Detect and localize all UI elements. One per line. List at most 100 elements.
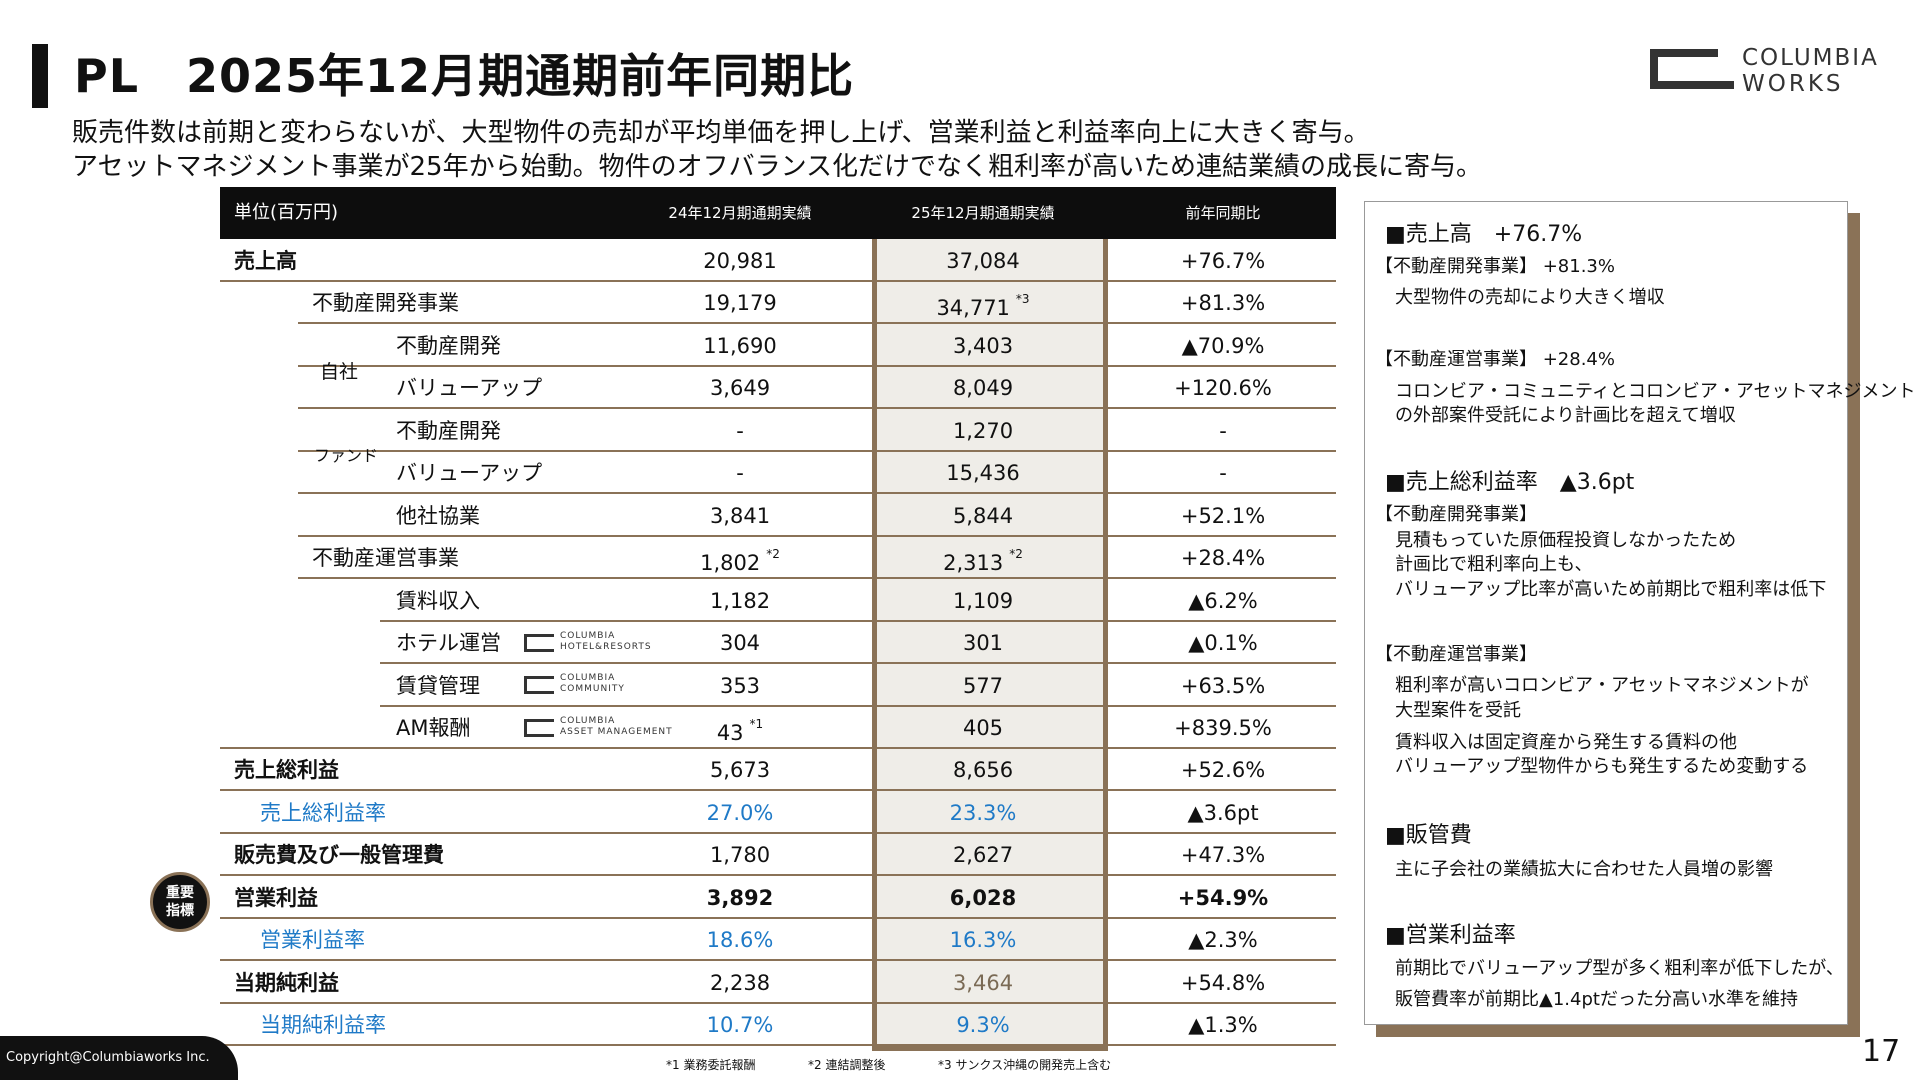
row-divider <box>298 492 1336 495</box>
panel-gpm-ops-text2: 大型案件を受託 <box>1395 700 1521 721</box>
row-divider <box>220 280 1336 282</box>
row-divider <box>220 1044 1336 1047</box>
cell-fy24: 1,780 <box>709 843 771 868</box>
cell-yoy: +54.8% <box>1180 970 1266 995</box>
mini-logo-mark-icon <box>524 676 554 694</box>
cell-fy25: 3,464 <box>952 970 1014 995</box>
panel-gpm-dev-text2: 計画比で粗利率向上も、 <box>1395 554 1593 575</box>
row-label: 不動産開発 <box>396 418 501 443</box>
cell-yoy: ▲1.3% <box>1188 1013 1258 1038</box>
cell-yoy: - <box>1219 461 1227 486</box>
subtitle-line-1: 販売件数は前期と変わらないが、大型物件の売却が平均単価を押し上げ、営業利益と利益… <box>72 118 1370 148</box>
cell-fy24: 19,179 <box>703 291 777 316</box>
kpi-badge-line2: 指標 <box>166 903 194 919</box>
panel-sga-heading: ■販管費 <box>1385 823 1472 848</box>
footnote-ref: *2 <box>766 547 780 562</box>
cell-yoy: +81.3% <box>1180 291 1266 316</box>
key-indicator-badge: 重要 指標 <box>150 872 210 932</box>
table-header: 単位(百万円) 24年12月期通期実績 25年12月期通期実績 前年同期比 <box>220 187 1336 239</box>
row-label: ホテル運営 <box>396 631 501 656</box>
logo-mark-icon <box>1650 49 1718 89</box>
cell-yoy: ▲0.1% <box>1188 631 1258 656</box>
table-row: AM報酬 43 *1 405 +839.5% <box>220 707 1336 749</box>
row-label: 不動産開発事業 <box>312 291 459 316</box>
row-label: 売上高 <box>234 249 297 273</box>
table-row: 当期純利益率 10.7% 9.3% ▲1.3% <box>220 1004 1336 1047</box>
footnote-ref: *2 <box>1009 547 1023 562</box>
mini-logo-mark-icon <box>524 634 554 652</box>
row-divider <box>298 449 1336 452</box>
table-row: バリューアップ - 15,436 - <box>220 452 1336 495</box>
footnote-1: *1 業務委託報酬 <box>666 1058 756 1072</box>
title-accent-bar <box>32 44 48 108</box>
cell-fy25: 23.3% <box>949 800 1017 825</box>
cell-yoy: +47.3% <box>1180 843 1266 868</box>
cell-yoy: ▲6.2% <box>1188 588 1258 613</box>
cell-fy24: 3,892 <box>706 885 774 910</box>
cell-fy25: 34,771 *3 <box>936 292 1030 321</box>
commentary-panel: ■売上高 +76.7% 【不動産開発事業】 +81.3% 大型物件の売却により大… <box>1364 201 1916 1025</box>
mini-logo-line1: COLUMBIA <box>560 631 616 641</box>
row-divider <box>380 662 1336 665</box>
row-divider <box>220 1001 1336 1004</box>
cell-fy25: 3,403 <box>952 333 1014 358</box>
row-label: 不動産開発 <box>396 333 501 358</box>
panel-opm-text1: 前期比でバリューアップ型が多く粗利率が低下したが、 <box>1395 958 1844 979</box>
cell-fy25: 16.3% <box>949 928 1017 953</box>
group-label-own: 自社 <box>320 361 359 383</box>
columbia-community-logo: COLUMBIA COMMUNITY <box>524 673 674 696</box>
cell-fy24: 304 <box>719 631 761 656</box>
table-row: 不動産開発 - 1,270 - <box>220 410 1336 452</box>
row-label: 営業利益 <box>234 885 318 910</box>
group-label-fund: ファンド <box>314 446 379 465</box>
mini-logo-line2: HOTEL&RESORTS <box>560 642 652 652</box>
cell-fy24: 353 <box>719 673 761 698</box>
table-row: 当期純利益 2,238 3,464 +54.8% <box>220 962 1336 1004</box>
footnote-2: *2 連結調整後 <box>808 1058 886 1072</box>
cell-fy25: 15,436 <box>946 461 1020 486</box>
row-divider <box>298 322 1336 325</box>
pl-table: 単位(百万円) 24年12月期通期実績 25年12月期通期実績 前年同期比 <box>220 187 1336 239</box>
cell-fy24: 3,841 <box>709 503 771 528</box>
cell-fy24: 5,673 <box>709 758 771 783</box>
cell-fy24: 2,238 <box>709 970 771 995</box>
cell-yoy: +52.1% <box>1180 503 1266 528</box>
columbia-asset-management-logo: COLUMBIA ASSET MANAGEMENT <box>524 716 674 739</box>
cell-fy25: 37,084 <box>946 249 1020 273</box>
cell-fy24: 3,649 <box>709 376 771 401</box>
table-row: 賃料収入 1,182 1,109 ▲6.2% <box>220 580 1336 622</box>
panel-sales-ops-text2: の外部案件受託により計画比を超えて増収 <box>1395 405 1736 426</box>
row-label: 売上総利益 <box>234 758 339 783</box>
row-divider <box>380 619 1336 622</box>
panel-sales-dev-text: 大型物件の売却により大きく増収 <box>1395 287 1665 308</box>
table-row: 売上総利益 5,673 8,656 +52.6% <box>220 749 1336 792</box>
panel-gpm-ops-text4: バリューアップ型物件からも発生するため変動する <box>1395 756 1809 777</box>
cell-fy24: 11,690 <box>703 333 777 358</box>
panel-sales-ops-text1: コロンビア・コミュニティとコロンビア・アセットマネジメント <box>1395 381 1916 402</box>
panel-gpm-ops-text1: 粗利率が高いコロンビア・アセットマネジメントが <box>1395 675 1809 696</box>
cell-fy25: 9.3% <box>956 1013 1010 1038</box>
cell-fy25: 8,049 <box>952 376 1014 401</box>
row-divider <box>220 874 1336 877</box>
footnote-ref: *1 <box>749 716 764 731</box>
panel-sga-text: 主に子会社の業績拡大に合わせた人員増の影響 <box>1395 859 1773 880</box>
cell-yoy: ▲3.6pt <box>1187 800 1259 825</box>
row-divider <box>298 534 1336 537</box>
cell-fy25: 6,028 <box>949 885 1017 910</box>
cell-yoy: +839.5% <box>1174 715 1272 740</box>
row-divider <box>220 959 1336 962</box>
mini-logo-line2: ASSET MANAGEMENT <box>560 727 673 737</box>
table-row: バリューアップ 3,649 8,049 +120.6% <box>220 367 1336 410</box>
cell-fy24: - <box>736 461 744 486</box>
page-title: PL 2025年12月期通期前年同期比 <box>74 49 855 103</box>
panel-opm-heading: ■営業利益率 <box>1385 923 1516 948</box>
table-row: 営業利益率 18.6% 16.3% ▲2.3% <box>220 919 1336 962</box>
row-label: 当期純利益 <box>234 970 339 995</box>
cell-fy24: 1,182 <box>709 588 771 613</box>
table-row: 賃貸管理 353 577 +63.5% <box>220 665 1336 707</box>
header-fy25: 25年12月期通期実績 <box>911 204 1055 222</box>
cell-yoy: ▲2.3% <box>1188 928 1258 953</box>
table-row: 他社協業 3,841 5,844 +52.1% <box>220 495 1336 537</box>
row-divider <box>220 789 1336 792</box>
mini-logo-line1: COLUMBIA <box>560 716 616 726</box>
